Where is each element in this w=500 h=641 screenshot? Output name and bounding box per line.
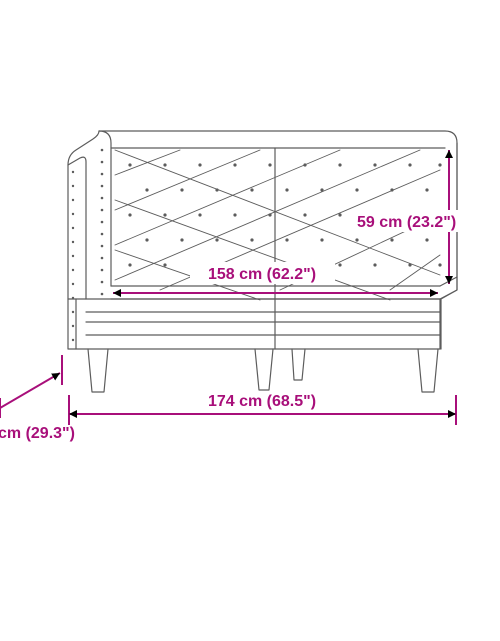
sofa-outline xyxy=(68,131,457,392)
diagram-svg: 158 cm (62.2") 59 cm (23.2") 174 cm (68.… xyxy=(0,0,500,641)
dim-depth xyxy=(0,355,62,418)
label-overall-width: 174 cm (68.5") xyxy=(208,393,316,410)
label-seat-width: 158 cm (62.2") xyxy=(208,266,316,283)
sofa-dimension-diagram: 158 cm (62.2") 59 cm (23.2") 174 cm (68.… xyxy=(0,0,500,641)
label-depth: cm (29.3") xyxy=(0,425,75,442)
label-back-height: 59 cm (23.2") xyxy=(357,214,456,231)
